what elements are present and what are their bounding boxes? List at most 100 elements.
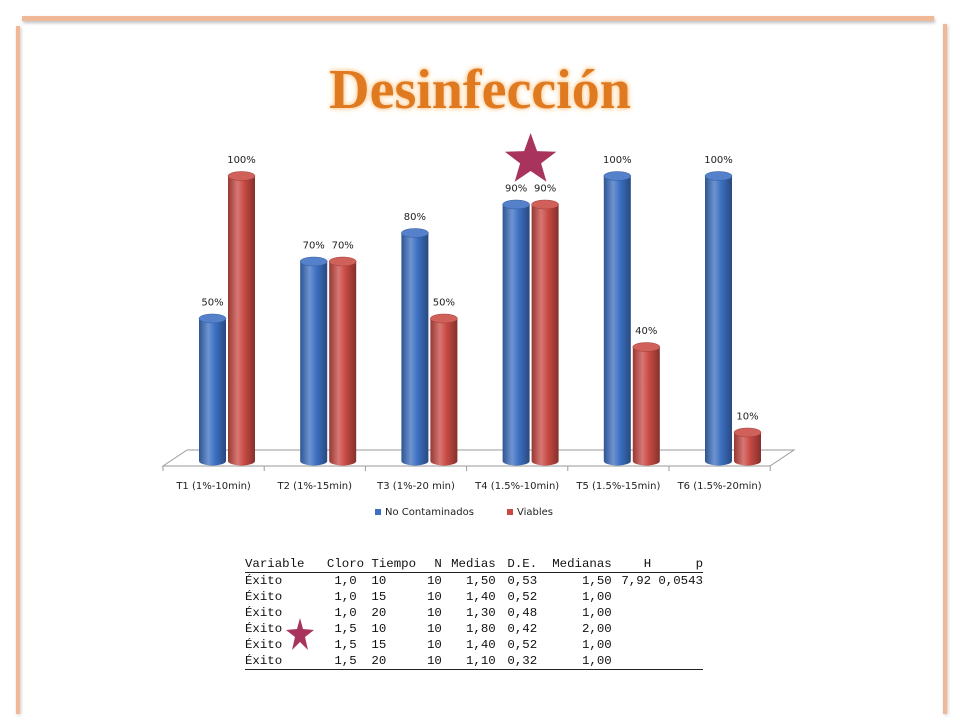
data-label: 90% [534,184,556,195]
stats-header-cell: Cloro [326,557,365,571]
stats-cell: 15 [371,590,387,604]
stats-cell: 10 [371,574,387,588]
stats-cell: Éxito [245,654,283,668]
stats-cell: 1,00 [582,590,612,604]
stats-cell: 1,00 [582,638,612,652]
stats-cell: 15 [371,638,387,652]
stats-cell [651,589,703,605]
highlight-star-small-icon [286,618,314,650]
stats-cell: 20 [371,606,387,620]
table-row: Éxito 1,5 20 10 1,10 0,32 1,00 [245,653,703,670]
stats-header-cell: N [434,557,442,571]
bar-viables [733,427,762,466]
stats-cell: 0,52 [507,590,538,604]
stats-cell: 1,5 [334,622,357,636]
stats-cell: Éxito [245,638,283,652]
stats-cell: 1,10 [465,654,496,668]
stats-cell: 0,0543 [658,574,703,588]
x-tick-label: T2 (1%-15min) [277,481,353,492]
stats-cell: 1,40 [465,638,496,652]
stats-cell: 1,0 [334,606,357,620]
table-row: Éxito 1,0 10 10 1,50 0,53 1,50 7,92 0,0543 [245,573,703,590]
stats-cell: Éxito [245,590,283,604]
frame-right-border [943,24,947,714]
bar-viables [328,256,357,466]
stats-cell: 1,0 [334,574,357,588]
x-tick-label: T3 (1%-20 min) [376,481,455,492]
highlight-star-icon [504,133,557,182]
stats-cell [651,605,703,621]
data-label: 90% [505,184,527,195]
data-label: 80% [404,212,426,223]
stats-cell: 0,42 [507,622,538,636]
stats-cell: 1,00 [582,606,612,620]
data-label: 10% [736,412,758,423]
legend-label: Viables [517,507,553,518]
bar-viables [632,342,661,466]
data-label: 50% [433,298,455,309]
stats-cell: 10 [426,654,442,668]
stats-cell: Éxito [245,606,283,620]
x-tick-label: T5 (1.5%-15min) [575,481,660,492]
stats-cell: 0,48 [507,606,538,620]
stats-cell: 10 [426,590,442,604]
stats-header-cell: Medianas [552,557,612,571]
bar-viables [430,313,458,466]
stats-cell: 20 [371,654,387,668]
x-tick-label: T6 (1.5%-20min) [677,481,762,492]
legend-swatch [507,509,513,515]
bar-no-contaminados [704,171,733,466]
bar-no-contaminados [401,228,429,466]
stats-cell [612,621,651,637]
legend-label: No Contaminados [385,507,474,518]
data-label: 50% [201,298,223,309]
slide-title: Desinfección [329,59,631,121]
stats-cell: 10 [426,638,442,652]
stats-cell [612,605,651,621]
stats-cell: 1,5 [334,654,357,668]
stats-header-cell: Tiempo [371,557,417,571]
stats-cell [651,653,703,670]
chart-floor [161,449,796,467]
table-row: Éxito 1,0 20 10 1,30 0,48 1,00 [245,605,703,621]
data-label: 70% [303,241,325,252]
data-label: 100% [227,155,256,166]
stats-cell: 0,52 [507,638,538,652]
stats-header-cell: H [643,557,652,571]
stats-cell: 1,50 [582,574,612,588]
stats-cell [651,637,703,653]
stats-header-cell: Variable [245,557,305,571]
frame-top-border [22,16,934,21]
data-label: 100% [704,155,733,166]
bar-viables [531,199,559,466]
stats-cell: 1,00 [582,654,612,668]
bar-viables [227,171,256,466]
stats-cell: 1,40 [465,590,496,604]
stats-cell: 2,00 [582,622,612,636]
table-row: Éxito 1,5 10 10 1,80 0,42 2,00 [245,621,703,637]
stats-cell: 1,0 [334,590,357,604]
stats-cell: 1,80 [465,622,496,636]
bar-no-contaminados [502,199,530,466]
stats-cell: 10 [426,606,442,620]
bar-no-contaminados [603,171,632,466]
stats-header-cell: D.E. [507,557,538,571]
stats-cell: 1,5 [334,638,357,652]
stats-cell: 0,53 [507,574,538,588]
stats-cell [651,621,703,637]
bar-no-contaminados [198,313,227,466]
stats-cell: Éxito [245,574,283,588]
table-row: Éxito 1,5 15 10 1,40 0,52 1,00 [245,637,703,653]
stats-cell [612,589,651,605]
stats-cell: Éxito [245,622,283,636]
legend-swatch [375,509,381,515]
data-label: 70% [332,241,354,252]
data-label: 100% [603,155,632,166]
stats-cell: 10 [426,622,442,636]
stats-header-cell: Medias [451,557,496,571]
stats-cell: 1,50 [465,574,496,588]
frame-left-border [16,26,20,714]
